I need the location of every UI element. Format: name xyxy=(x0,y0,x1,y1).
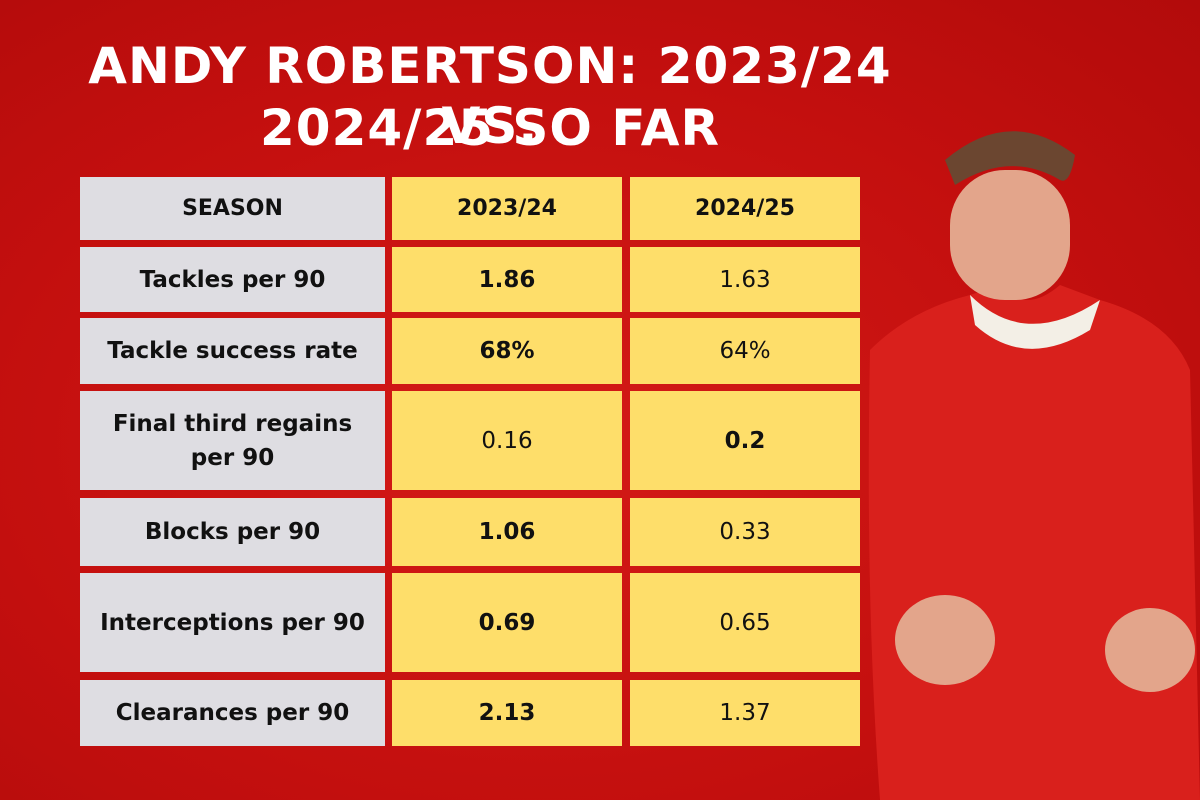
table-cell: 1.86 xyxy=(392,247,622,312)
table-cell: 0.69 xyxy=(392,573,622,672)
table-cell: Clearances per 90 xyxy=(80,680,385,746)
table-cell: Interceptions per 90 xyxy=(80,573,385,672)
table-cell: 64% xyxy=(630,318,860,384)
table-cell: 2.13 xyxy=(392,680,622,746)
title-line: 2024/25 SO FAR xyxy=(260,99,720,157)
player-image xyxy=(868,131,1200,800)
table-cell: 1.06 xyxy=(392,498,622,566)
table-cell: 68% xyxy=(392,318,622,384)
title-line: ANDY ROBERTSON: 2023/24 VS. xyxy=(88,37,892,155)
table-cell: 0.33 xyxy=(630,498,860,566)
table-cell: 0.2 xyxy=(630,391,860,490)
table-cell: SEASON xyxy=(80,177,385,240)
table-cell: 2024/25 xyxy=(630,177,860,240)
table-cell: Blocks per 90 xyxy=(80,498,385,566)
table-cell: 1.37 xyxy=(630,680,860,746)
table-cell: 0.16 xyxy=(392,391,622,490)
table-cell: 1.63 xyxy=(630,247,860,312)
table-cell: Tackle success rate xyxy=(80,318,385,384)
table-cell: Tackles per 90 xyxy=(80,247,385,312)
table-cell: Final third regains per 90 xyxy=(80,391,385,490)
table-cell: 2023/24 xyxy=(392,177,622,240)
table-cell: 0.65 xyxy=(630,573,860,672)
